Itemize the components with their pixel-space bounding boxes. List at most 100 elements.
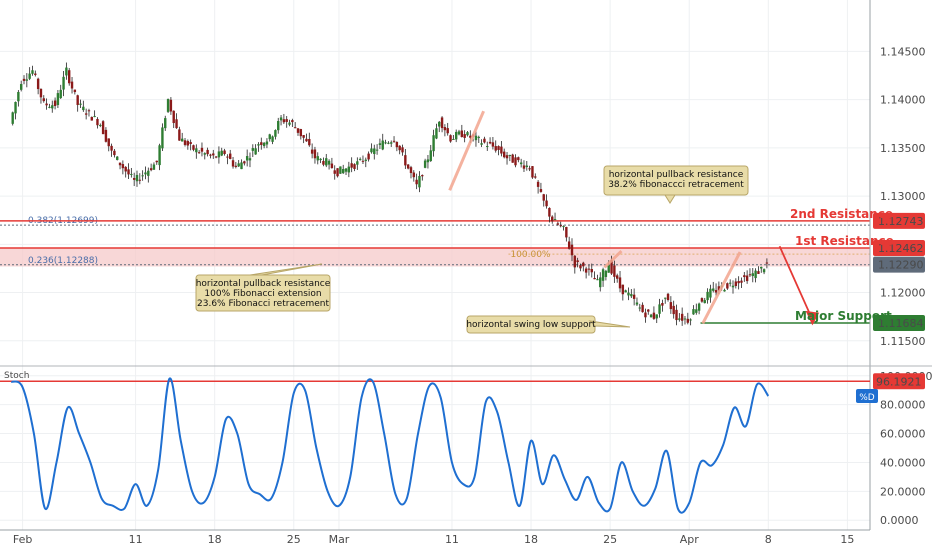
candle-body (675, 309, 678, 321)
candle-body (610, 260, 613, 274)
candle-body (703, 300, 706, 304)
candle-body (536, 181, 540, 187)
candle-body (11, 112, 14, 124)
candle-body (302, 135, 305, 138)
price-axis[interactable]: 1.145001.140001.135001.130001.125001.120… (880, 45, 926, 347)
candle-body (288, 122, 291, 125)
candle-body (99, 125, 102, 127)
candle-body (421, 175, 424, 177)
candle-body (149, 168, 153, 171)
candle-body (296, 128, 300, 133)
candle-body (59, 89, 62, 99)
stoch-level-label: 96.1921 (876, 375, 922, 388)
candle-body (76, 95, 79, 105)
candle-body (576, 260, 579, 263)
candle-body (503, 151, 506, 158)
candle-body (508, 154, 512, 156)
candle-body (449, 135, 452, 142)
candle-body (226, 156, 229, 158)
candle-body (62, 76, 65, 90)
candle-body (268, 134, 271, 140)
candle-body (214, 156, 218, 158)
note-line-1: 23.6% Fibonacci retracement (197, 299, 329, 309)
candle-body (260, 142, 263, 145)
candle-body (116, 156, 119, 160)
candle-body (706, 291, 709, 301)
candle-body (680, 313, 684, 321)
candle-body (361, 160, 365, 162)
candle-body (683, 318, 687, 320)
candle-body (454, 131, 458, 140)
candle-body (124, 166, 127, 172)
candle-body (79, 103, 82, 105)
candle-body (147, 170, 150, 176)
candle-body (279, 117, 283, 121)
time-axis[interactable]: Feb 11 18 25 Mar 11 18 25 Apr 8 15 (13, 533, 855, 546)
stoch-level-tag (873, 373, 925, 390)
note-line-0: horizontal pullback resistance (609, 170, 744, 180)
candle-body (22, 78, 26, 81)
candle-body (56, 93, 60, 105)
candle-body (418, 175, 421, 188)
candle-body (308, 138, 311, 146)
price-tick-label: 1.11500 (880, 335, 926, 348)
candle-body (587, 268, 591, 270)
candle-body (542, 194, 545, 201)
note-line-0: 38.2% fibonaccci retracement (608, 180, 744, 190)
candle-body (257, 144, 260, 146)
candle-body (539, 189, 543, 192)
price-tag (873, 212, 925, 229)
candle-body (686, 318, 690, 323)
candle-body (666, 293, 670, 300)
candle-body (534, 176, 537, 178)
candle-body (745, 275, 749, 282)
candle-body (42, 98, 45, 102)
candle-body (350, 163, 353, 168)
candle-body (737, 281, 740, 284)
candle-body (731, 285, 735, 288)
candle-body (45, 103, 48, 106)
note-line-1: 100% Fibonacci extension (204, 289, 321, 299)
candle-body (158, 145, 161, 166)
annotation-note: horizontal swing low support (466, 315, 631, 334)
candle-body (172, 110, 175, 124)
candle-body (206, 149, 209, 155)
note-box (603, 165, 749, 196)
candle-body (726, 283, 729, 289)
candle-body (282, 119, 286, 123)
pattern-arrow (448, 110, 485, 191)
candle-body (387, 142, 390, 144)
candle-body (435, 128, 438, 139)
candle-body (277, 120, 280, 131)
candle-body (322, 160, 325, 165)
candle-body (627, 292, 630, 296)
candle-body (299, 129, 303, 137)
candle-body (28, 73, 31, 79)
candle-body (573, 255, 577, 268)
candle-body (341, 168, 345, 174)
candle-body (93, 116, 96, 118)
candle-body (14, 101, 17, 114)
candle-body (497, 146, 500, 150)
candle-body (51, 105, 54, 109)
candle-body (347, 166, 351, 173)
fib-label: 100.00% (510, 250, 550, 260)
candle-body (121, 164, 125, 169)
candle-body (562, 226, 565, 228)
candle-body (599, 277, 602, 288)
price-tag-label: 1.12462 (878, 242, 924, 255)
time-tick-label: 11 (129, 533, 143, 546)
candle-body (661, 303, 664, 306)
candle-body (615, 275, 619, 279)
stoch-legend-tag (856, 389, 878, 403)
candle-body (697, 303, 701, 311)
candle-body (551, 216, 554, 222)
candle-body (762, 269, 766, 273)
candle-body (231, 160, 235, 167)
candle-body (189, 142, 192, 144)
candle-body (36, 78, 40, 90)
candle-body (65, 67, 68, 76)
candle-body (39, 88, 43, 98)
candle-body (192, 145, 195, 150)
